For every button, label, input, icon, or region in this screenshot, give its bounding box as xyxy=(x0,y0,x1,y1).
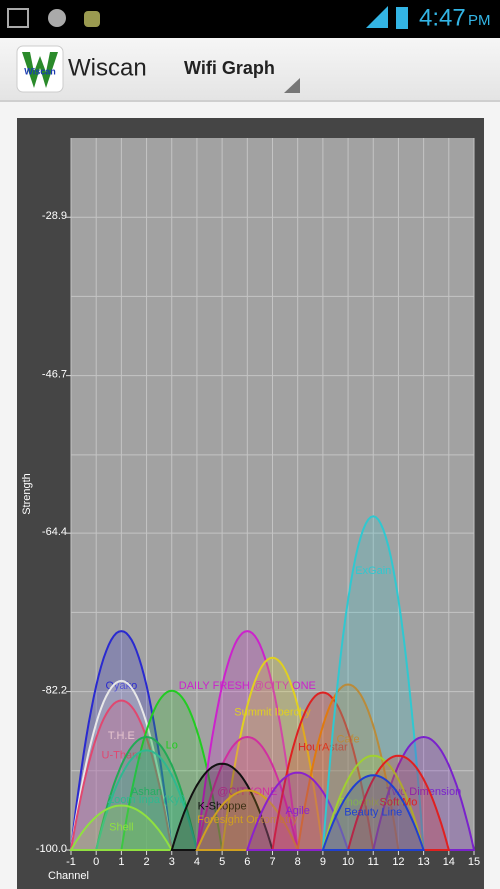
y-tick-label: -46.7 xyxy=(42,369,67,381)
logo-mark xyxy=(22,52,58,88)
network-label: Soft Mo xyxy=(379,797,417,809)
view-spinner[interactable]: Wifi Graph xyxy=(184,58,275,78)
network-label: Oyako xyxy=(105,680,137,692)
network-label: Ashan xyxy=(131,786,162,798)
x-axis-title: Channel xyxy=(48,870,89,882)
x-tick-label: 0 xyxy=(93,856,99,868)
network-label: Foresight Optometry xyxy=(197,814,298,826)
network-arc xyxy=(94,749,199,851)
x-tick-label: 1 xyxy=(118,856,124,868)
network-arc xyxy=(271,691,375,851)
network-arc xyxy=(245,771,350,851)
network-label: Cafe xyxy=(336,733,359,745)
x-tick-label: 10 xyxy=(342,856,354,868)
battery-icon xyxy=(396,7,408,29)
network-label: Summit Iberchy xyxy=(234,707,311,719)
x-tick-label: 6 xyxy=(244,856,250,868)
x-tick-label: 12 xyxy=(392,856,404,868)
network-arc xyxy=(195,630,299,851)
network-label: T.H.E xyxy=(108,730,135,742)
network-label: DAILY FRESH @CITY ONE xyxy=(179,680,316,692)
network-arc xyxy=(346,754,451,851)
network-arc xyxy=(94,735,199,851)
network-arc xyxy=(69,804,174,851)
app-title: Wiscan xyxy=(68,54,147,81)
network-arc xyxy=(220,656,325,851)
y-tick-label: -28.9 xyxy=(42,210,67,222)
x-tick-label: -1 xyxy=(66,856,76,868)
y-axis-title: Strength xyxy=(21,473,33,515)
x-tick-label: 13 xyxy=(418,856,430,868)
action-bar: Wiscan Wiscan Wifi Graph xyxy=(0,38,500,102)
x-tick-label: 15 xyxy=(468,856,480,868)
network-arc xyxy=(170,762,274,851)
y-tick-label: -64.4 xyxy=(42,526,67,538)
x-tick-label: 3 xyxy=(169,856,175,868)
network-label: Zoom Inpa (Kyi) xyxy=(107,794,185,806)
y-tick-label: -82.2 xyxy=(42,684,67,696)
x-tick-label: 5 xyxy=(219,856,225,868)
network-arc xyxy=(321,754,425,851)
network-label: Shell xyxy=(109,822,133,834)
x-tick-label: 4 xyxy=(194,856,200,868)
x-tick-label: 7 xyxy=(269,856,275,868)
network-label: Phoenix More xyxy=(339,797,407,809)
status-bar: 4:47 PM xyxy=(0,0,500,38)
network-label: HourAstar xyxy=(298,741,348,753)
x-tick-label: 8 xyxy=(295,856,301,868)
clock: 4:47 xyxy=(419,4,466,31)
network-arc xyxy=(195,789,300,851)
network-arc xyxy=(372,735,476,851)
x-tick-label: 11 xyxy=(368,856,379,868)
y-tick-label: -100.0 xyxy=(36,843,67,855)
chart: -1 0 1 2 3 4 5 6 7 8 9 10 11 12 13 14 15-100.0-82.2-64.4… xyxy=(17,118,484,889)
network-label: ExGain xyxy=(355,565,391,577)
network-label: Lo xyxy=(166,740,178,752)
x-tick-label: 14 xyxy=(443,856,455,868)
network-arc xyxy=(321,774,425,851)
gallery-icon xyxy=(7,8,29,28)
clock-ampm: PM xyxy=(468,12,491,29)
network-arc xyxy=(296,683,400,851)
spinner-arrow[interactable] xyxy=(284,78,300,93)
network-label: Beauty Line xyxy=(344,807,402,819)
network-label: Agile xyxy=(285,805,309,817)
android-icon xyxy=(84,11,100,27)
x-tick-label: 9 xyxy=(320,856,326,868)
logo-text: Wiscan xyxy=(24,66,55,76)
signal-icon xyxy=(366,6,388,28)
notify-icon xyxy=(48,9,66,27)
x-tick-label: 2 xyxy=(144,856,150,868)
